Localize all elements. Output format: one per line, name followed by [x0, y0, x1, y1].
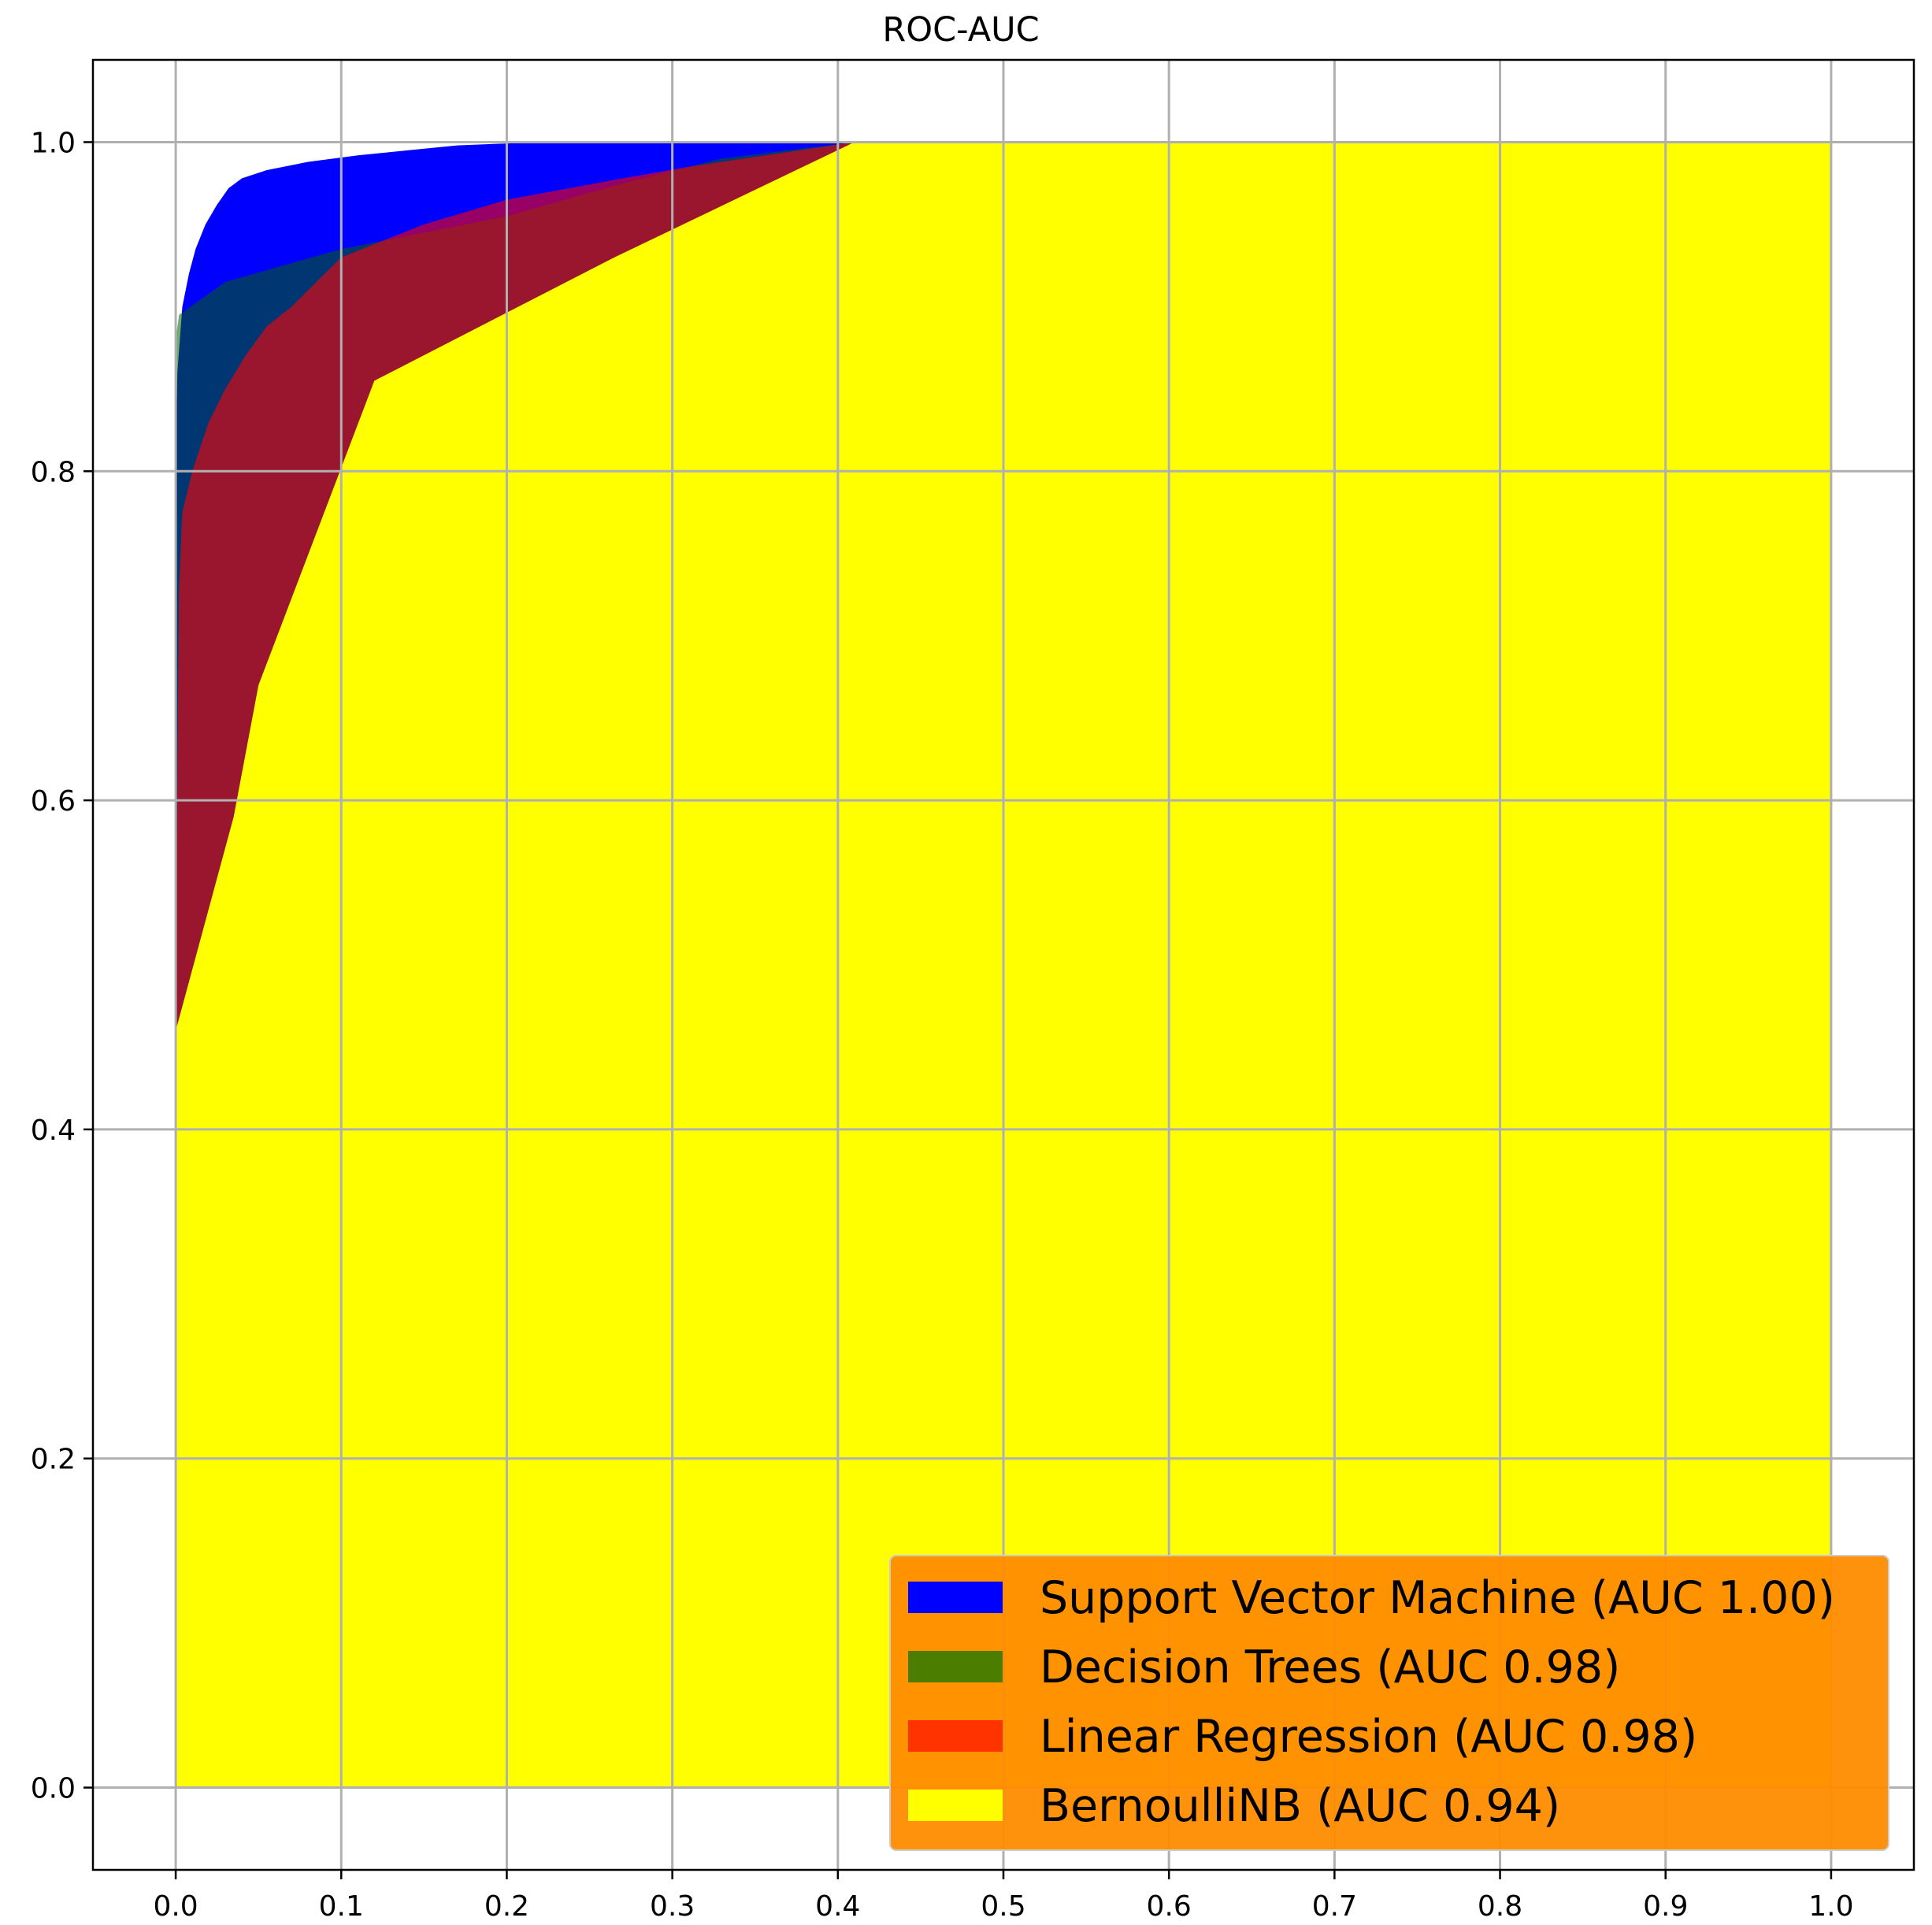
x-tick-label: 1.0	[1808, 1890, 1853, 1923]
x-tick-label: 0.9	[1643, 1890, 1688, 1923]
x-tick-label: 0.3	[650, 1890, 695, 1923]
y-tick-label: 0.4	[31, 1115, 76, 1147]
legend-swatch	[908, 1582, 1003, 1613]
legend-label: Linear Regression (AUC 0.98)	[1040, 1711, 1697, 1763]
x-axis: 0.0 0.1 0.2 0.3 0.4 0.5 0.6 0.7 0.8 0.9 1.0	[153, 1870, 1854, 1923]
plot-area	[91, 58, 1915, 1871]
legend-label: BernoulliNB (AUC 0.94)	[1040, 1780, 1560, 1832]
chart-title: ROC-AUC	[882, 10, 1039, 50]
x-tick-label: 0.2	[484, 1890, 529, 1923]
y-tick-label: 0.2	[31, 1444, 76, 1476]
x-tick-label: 0.6	[1147, 1890, 1192, 1923]
legend-swatch	[908, 1790, 1003, 1821]
legend: Support Vector Machine (AUC 1.00) Decisio…	[889, 1555, 1889, 1851]
legend-swatch	[908, 1720, 1003, 1752]
legend-label: Support Vector Machine (AUC 1.00)	[1040, 1572, 1835, 1624]
legend-swatch	[908, 1651, 1003, 1682]
x-tick-label: 0.8	[1478, 1890, 1522, 1923]
y-axis: 0.0 0.2 0.4 0.6 0.8 1.0	[31, 127, 93, 1805]
x-tick-label: 0.4	[815, 1890, 860, 1923]
x-tick-label: 0.0	[153, 1890, 198, 1923]
x-tick-label: 0.1	[319, 1890, 364, 1923]
legend-box	[889, 1555, 1889, 1851]
y-tick-label: 0.0	[31, 1773, 76, 1805]
legend-label: Decision Trees (AUC 0.98)	[1040, 1641, 1620, 1693]
y-tick-label: 1.0	[31, 127, 76, 159]
x-tick-label: 0.7	[1312, 1890, 1357, 1923]
y-tick-label: 0.8	[31, 456, 76, 488]
y-tick-label: 0.6	[31, 785, 76, 818]
x-tick-label: 0.5	[981, 1890, 1025, 1923]
